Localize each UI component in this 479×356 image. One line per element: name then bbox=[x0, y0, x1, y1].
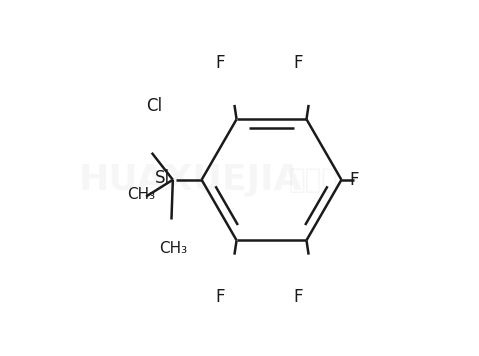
Text: Cl: Cl bbox=[147, 97, 162, 115]
Text: F: F bbox=[294, 53, 303, 72]
Text: F: F bbox=[349, 171, 359, 189]
Text: F: F bbox=[216, 53, 225, 72]
Text: F: F bbox=[216, 288, 225, 306]
Text: F: F bbox=[294, 288, 303, 306]
Text: HUAXUEJIA: HUAXUEJIA bbox=[79, 163, 302, 197]
Text: Si: Si bbox=[155, 169, 170, 187]
Text: CH₃: CH₃ bbox=[160, 241, 187, 256]
Text: CH₃: CH₃ bbox=[127, 187, 155, 202]
Text: 化学加: 化学加 bbox=[289, 166, 339, 194]
